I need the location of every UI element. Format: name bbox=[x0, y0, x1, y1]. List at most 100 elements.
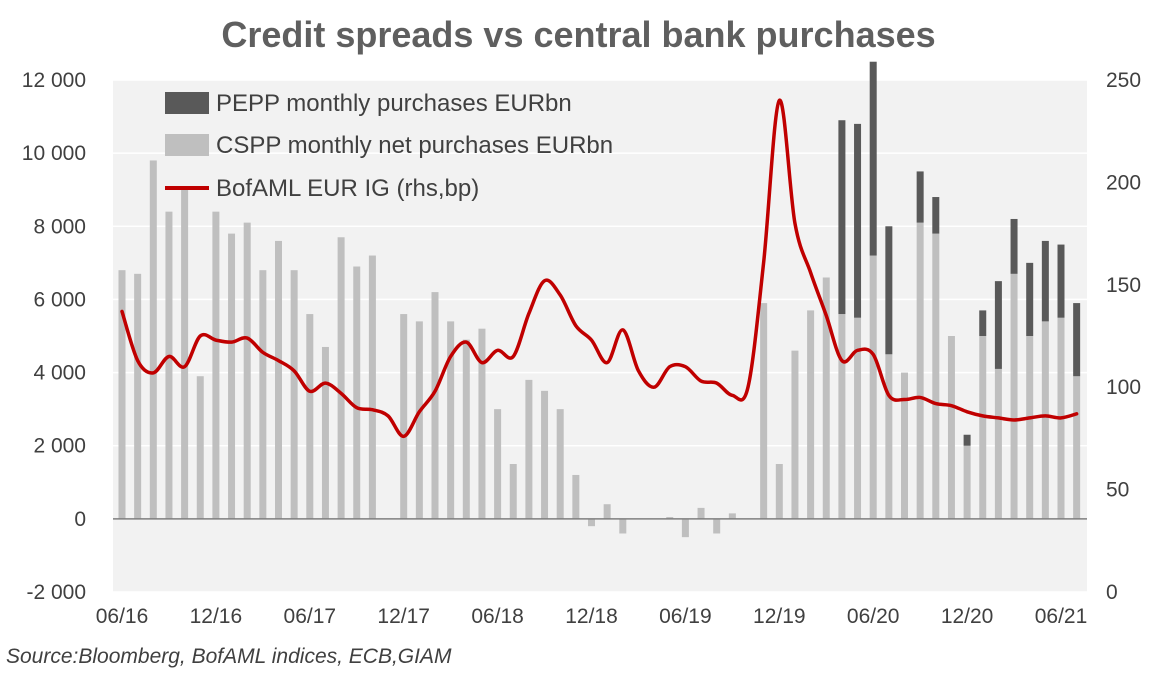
cspp-bar bbox=[603, 504, 611, 519]
cspp-bar bbox=[368, 255, 376, 519]
x-tick-label: 12/17 bbox=[377, 605, 430, 628]
pepp-bars bbox=[838, 61, 1081, 446]
cspp-bar bbox=[149, 160, 157, 519]
pepp-bar bbox=[1073, 303, 1081, 377]
legend-label-cspp: CSPP monthly net purchases EURbn bbox=[216, 132, 613, 159]
legend-label-pepp: PEPP monthly purchases EURbn bbox=[216, 90, 572, 117]
cspp-bar bbox=[932, 233, 940, 519]
cspp-bar bbox=[697, 507, 705, 519]
cspp-bar bbox=[290, 270, 298, 519]
cspp-bar bbox=[838, 314, 846, 519]
cspp-bar bbox=[854, 317, 862, 519]
legend-swatch-cspp bbox=[165, 134, 209, 156]
left-axis-tick-labels: -2 000 0 2 000 4 000 6 000 8 000 10 000 12 000 bbox=[22, 69, 86, 604]
pepp-bar bbox=[838, 120, 846, 315]
cspp-bar bbox=[337, 237, 345, 519]
cspp-bar bbox=[822, 277, 830, 519]
right-tick-label: 250 bbox=[1106, 69, 1141, 92]
legend-label-ig: BofAML EUR IG (rhs,bp) bbox=[216, 175, 479, 202]
cspp-bar bbox=[791, 350, 799, 519]
cspp-bar bbox=[979, 336, 987, 519]
cspp-bar bbox=[321, 346, 329, 519]
pepp-bar bbox=[1010, 218, 1018, 274]
pepp-bar bbox=[869, 61, 877, 256]
gridlines bbox=[113, 79, 1087, 593]
chart-title: Credit spreads vs central bank purchases bbox=[221, 14, 936, 55]
cspp-bar bbox=[588, 518, 595, 527]
pepp-bar bbox=[932, 197, 940, 234]
cspp-bar bbox=[916, 222, 924, 519]
x-tick-label: 06/16 bbox=[96, 605, 149, 628]
cspp-bar bbox=[1041, 321, 1049, 519]
left-tick-label: 10 000 bbox=[22, 142, 86, 165]
left-tick-label: -2 000 bbox=[26, 581, 86, 604]
pepp-bar bbox=[1026, 262, 1034, 336]
cspp-bar bbox=[243, 222, 251, 519]
right-tick-label: 50 bbox=[1106, 479, 1129, 502]
ig-spread-line bbox=[120, 98, 1079, 439]
legend: PEPP monthly purchases EURbn CSPP monthl… bbox=[165, 90, 613, 202]
cspp-bar bbox=[400, 314, 408, 519]
cspp-bar bbox=[353, 266, 361, 519]
cspp-bar bbox=[713, 518, 721, 534]
right-axis-tick-labels: 0 50 100 150 200 250 bbox=[1106, 69, 1141, 604]
cspp-bar bbox=[415, 321, 423, 519]
cspp-bar bbox=[1010, 273, 1018, 519]
cspp-bar bbox=[431, 292, 439, 519]
cspp-bar bbox=[728, 513, 736, 519]
cspp-bar bbox=[165, 211, 173, 519]
left-tick-label: 12 000 bbox=[22, 69, 86, 92]
cspp-bars bbox=[118, 160, 1081, 538]
cspp-bar bbox=[275, 240, 282, 519]
pepp-bar bbox=[854, 123, 862, 318]
cspp-bar bbox=[807, 310, 815, 519]
left-tick-label: 4 000 bbox=[33, 362, 86, 385]
cspp-bar bbox=[196, 376, 204, 519]
x-tick-label: 12/18 bbox=[565, 605, 618, 628]
left-tick-label: 2 000 bbox=[33, 435, 86, 458]
cspp-bar bbox=[963, 445, 971, 519]
x-tick-label: 12/20 bbox=[941, 605, 994, 628]
cspp-bar bbox=[1073, 376, 1081, 519]
pepp-bar bbox=[979, 310, 987, 336]
x-tick-label: 12/19 bbox=[753, 605, 806, 628]
cspp-bar bbox=[760, 303, 768, 519]
x-tick-label: 06/20 bbox=[847, 605, 900, 628]
pepp-bar bbox=[994, 281, 1002, 369]
pepp-bar bbox=[916, 171, 924, 223]
x-tick-label: 06/18 bbox=[471, 605, 524, 628]
left-tick-label: 8 000 bbox=[33, 215, 86, 238]
right-tick-label: 0 bbox=[1106, 581, 1118, 604]
right-tick-label: 150 bbox=[1106, 274, 1141, 297]
cspp-bar bbox=[509, 464, 517, 519]
cspp-bar bbox=[541, 390, 549, 519]
pepp-bar bbox=[1041, 240, 1049, 322]
cspp-bar bbox=[462, 339, 470, 519]
left-tick-label: 0 bbox=[74, 508, 86, 531]
cspp-bar bbox=[572, 474, 580, 519]
x-tick-label: 06/17 bbox=[284, 605, 337, 628]
x-tick-label: 06/21 bbox=[1035, 605, 1088, 628]
cspp-bar bbox=[134, 273, 142, 519]
cspp-bar bbox=[666, 517, 674, 519]
cspp-bar bbox=[901, 372, 908, 519]
source-note: Source:Bloomberg, BofAML indices, ECB,GI… bbox=[6, 645, 452, 668]
cspp-bar bbox=[775, 464, 783, 519]
cspp-bar bbox=[869, 255, 877, 519]
cspp-bar bbox=[212, 211, 220, 519]
cspp-bar bbox=[118, 270, 126, 519]
cspp-bar bbox=[556, 409, 564, 519]
cspp-bar bbox=[447, 321, 455, 519]
cspp-bar bbox=[681, 518, 689, 538]
pepp-bar bbox=[963, 434, 971, 446]
cspp-bar bbox=[494, 409, 502, 519]
cspp-bar bbox=[228, 233, 236, 519]
x-tick-label: 06/19 bbox=[659, 605, 712, 628]
cspp-bar bbox=[1026, 336, 1034, 519]
legend-swatch-pepp bbox=[165, 92, 209, 114]
right-tick-label: 100 bbox=[1106, 376, 1141, 399]
cspp-bar bbox=[525, 379, 533, 519]
cspp-bar bbox=[947, 336, 955, 519]
pepp-bar bbox=[1057, 244, 1065, 318]
